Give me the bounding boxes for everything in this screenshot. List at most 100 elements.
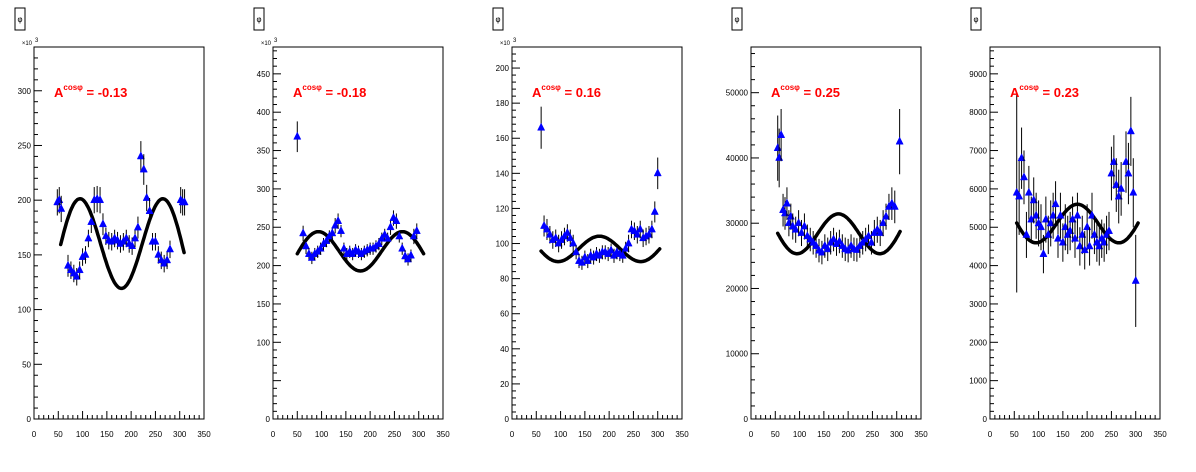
data-point xyxy=(1112,180,1121,188)
data-point xyxy=(1022,229,1031,238)
x-tick-label: 100 xyxy=(1032,430,1046,439)
annotation-superscript: cosφ xyxy=(780,83,800,92)
data-point xyxy=(583,256,592,264)
data-point xyxy=(1090,229,1099,238)
data-point xyxy=(1087,210,1097,219)
data-point xyxy=(101,231,110,240)
x-tick-label: 150 xyxy=(817,430,831,439)
data-point xyxy=(1100,237,1109,246)
data-point xyxy=(621,243,630,252)
data-point xyxy=(537,122,546,131)
x-tick-label: 50 xyxy=(54,430,63,439)
data-point xyxy=(879,218,888,227)
data-point xyxy=(392,216,401,224)
fit-curve xyxy=(539,234,662,264)
x-tick-label: 150 xyxy=(578,430,592,439)
data-point xyxy=(334,216,343,224)
data-point xyxy=(1129,187,1138,196)
y-tick-label: 9000 xyxy=(969,70,987,79)
annotation-base: A xyxy=(1010,85,1020,100)
data-point xyxy=(383,233,392,242)
data-point xyxy=(867,237,876,246)
x-tick-label: 50 xyxy=(1010,430,1019,439)
x-tick-label: 150 xyxy=(339,430,353,439)
data-point xyxy=(316,243,325,252)
annotation-value: = 0.23 xyxy=(1039,85,1079,100)
data-point xyxy=(636,224,645,233)
y-tick-label: 140 xyxy=(496,169,510,178)
y-tick-label-zero: 0 xyxy=(27,415,32,424)
data-point xyxy=(307,252,316,261)
y-tick-label: 8000 xyxy=(969,108,987,117)
data-point xyxy=(1073,210,1082,219)
y-exponent-label: ×10 xyxy=(500,41,511,47)
x-tick-label: 0 xyxy=(988,430,993,439)
data-point xyxy=(1046,218,1055,227)
data-point xyxy=(1015,191,1024,200)
data-point xyxy=(412,226,421,234)
data-point xyxy=(1049,210,1058,219)
data-point xyxy=(1080,245,1089,254)
data-point xyxy=(1078,229,1087,238)
fit-curve xyxy=(58,197,186,291)
annotation-superscript: cosφ xyxy=(63,83,83,92)
data-point xyxy=(794,218,803,227)
panel-4: φ 10000 20000 30000 40000 50000 00 50 100 150 200 2… xyxy=(726,7,928,439)
y-exponent-label: ×10 xyxy=(22,41,33,47)
panel-title-box xyxy=(970,7,982,31)
y-exponent-label: ×10 xyxy=(261,41,272,47)
asymmetry-annotation: Acosφ = 0.23 xyxy=(1010,83,1079,100)
data-point xyxy=(1124,168,1133,177)
x-tick-label: 250 xyxy=(388,430,402,439)
asymmetry-annotation: Acosφ = -0.18 xyxy=(293,83,366,100)
data-point xyxy=(328,228,337,237)
x-tick-label: 200 xyxy=(602,430,616,439)
y-tick-label: 5000 xyxy=(969,223,987,232)
data-point xyxy=(1027,214,1036,223)
asymmetry-annotation: Acosφ = 0.16 xyxy=(532,83,601,100)
annotation-superscript: cosφ xyxy=(302,83,322,92)
data-point xyxy=(139,164,148,173)
x-tick-label: 350 xyxy=(675,430,689,439)
y-tick-label: 100 xyxy=(496,240,510,249)
y-tick-label: 30000 xyxy=(726,219,749,228)
data-point xyxy=(1029,195,1038,204)
y-tick-label: 250 xyxy=(18,141,32,150)
data-point xyxy=(380,229,389,238)
y-tick-label: 200 xyxy=(496,64,510,73)
panel-title-box xyxy=(253,7,265,31)
data-point xyxy=(545,229,554,238)
data-point xyxy=(57,203,66,212)
y-tick-label: 6000 xyxy=(969,185,987,194)
y-tick-label: 300 xyxy=(257,185,271,194)
data-point xyxy=(577,257,586,266)
y-tick-label: 100 xyxy=(257,338,271,347)
x-tick-label: 150 xyxy=(1056,430,1070,439)
fit-curve xyxy=(295,229,426,273)
x-tick-label: 200 xyxy=(841,430,855,439)
data-point xyxy=(122,233,131,242)
x-tick-label: 100 xyxy=(793,430,807,439)
panel-title-box xyxy=(731,7,743,31)
data-point xyxy=(650,206,659,215)
x-tick-label: 300 xyxy=(651,430,665,439)
x-tick-label: 250 xyxy=(627,430,641,439)
data-point xyxy=(322,236,331,244)
data-point xyxy=(81,249,90,258)
panel-title-box xyxy=(492,7,504,31)
x-tick-label: 350 xyxy=(914,430,928,439)
data-point xyxy=(812,240,821,249)
data-point xyxy=(1061,222,1070,231)
y-tick-label: 60 xyxy=(500,310,509,319)
data-point xyxy=(1066,226,1075,234)
data-point xyxy=(563,227,572,236)
y-tick-label: 150 xyxy=(257,300,271,309)
annotation-base: A xyxy=(54,85,64,100)
data-point xyxy=(1051,199,1060,208)
data-point xyxy=(1131,275,1140,284)
y-exponent-power: 3 xyxy=(274,38,278,44)
data-point xyxy=(569,238,578,247)
data-point xyxy=(1019,172,1029,181)
x-tick-label: 0 xyxy=(510,430,515,439)
